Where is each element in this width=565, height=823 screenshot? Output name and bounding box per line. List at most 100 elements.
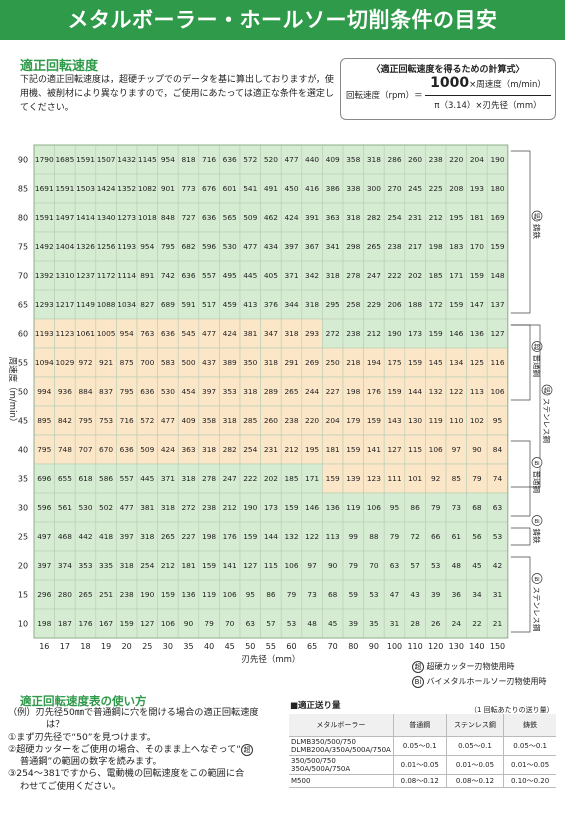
cell-value: 147 (470, 300, 484, 309)
cell-value: 1029 (55, 358, 74, 367)
cell-value: 34 (472, 590, 482, 599)
diameter-label: 35 (183, 642, 193, 651)
cell-value: 202 (408, 271, 422, 280)
cell-value: 442 (78, 532, 92, 541)
cell-value: 116 (490, 358, 504, 367)
cell-value: 181 (326, 445, 340, 454)
cell-value: 318 (243, 387, 257, 396)
cell-value: 827 (140, 300, 154, 309)
cell-value: 318 (284, 329, 298, 338)
cell-value: 495 (223, 271, 237, 280)
cell-value: 386 (326, 184, 340, 193)
cell-value: 1018 (138, 213, 157, 222)
cell-value: 748 (58, 445, 72, 454)
cell-value: 159 (449, 300, 463, 309)
cell-value: 176 (367, 387, 381, 396)
cell-value: 258 (346, 300, 360, 309)
bracket-label: ステンレス鋼 (532, 587, 542, 632)
diameter-label: 80 (348, 642, 358, 651)
speed-label: 10 (18, 619, 28, 628)
cell-value: 146 (305, 503, 319, 512)
feed-header: ステンレス鋼 (445, 714, 504, 737)
cell-value: 286 (387, 155, 401, 164)
cell-value: 229 (367, 300, 381, 309)
cell-value: 159 (120, 619, 134, 628)
legend-carbide: 超 超硬カッター刃物使用時 (412, 661, 515, 673)
cell-value: 130 (408, 416, 422, 425)
cell-value: 1492 (35, 242, 54, 251)
cell-value: 1432 (117, 155, 136, 164)
cell-value: 141 (223, 561, 237, 570)
formula-box: 〈適正回転速度を得るための計算式〉 回転速度（rpm）＝ 1000×周速度（m/… (340, 58, 556, 120)
cell-value: 265 (284, 387, 298, 396)
cell-value: 445 (140, 474, 154, 483)
x-axis-label: 刃先径（mm） (241, 654, 300, 665)
cell-value: 159 (490, 242, 504, 251)
speed-label: 75 (18, 242, 28, 251)
howto-line-4: ②超硬カッターをご使用の場合、そのまま上へなぞって“ 超 (8, 743, 283, 756)
cell-value: 169 (490, 213, 504, 222)
cell-value: 318 (367, 155, 381, 164)
cell-value: 509 (140, 445, 154, 454)
cell-value: 70 (369, 561, 379, 570)
cell-value: 188 (408, 300, 422, 309)
diameter-label: 45 (225, 642, 235, 651)
cell-value: 53 (369, 590, 379, 599)
cell-value: 636 (140, 387, 154, 396)
carbide-mark: 超 (241, 743, 254, 756)
feed-header: メタルボーラー (289, 714, 394, 737)
cell-value: 106 (284, 561, 298, 570)
cell-value: 371 (161, 474, 175, 483)
cell-value: 132 (284, 532, 298, 541)
cell-value: 113 (326, 532, 340, 541)
cell-value: 636 (223, 155, 237, 164)
cell-value: 1790 (35, 155, 54, 164)
cell-value: 318 (264, 358, 278, 367)
cell-value: 954 (161, 155, 175, 164)
cell-value: 132 (429, 387, 443, 396)
diameter-label: 70 (328, 642, 338, 651)
cell-value: 1094 (35, 358, 54, 367)
cell-value: 79 (204, 619, 214, 628)
feed-header: 普通鋼 (392, 714, 447, 737)
bracket-line (510, 324, 541, 488)
cell-value: 195 (449, 213, 463, 222)
cell-value: 363 (326, 213, 340, 222)
cell-value: 269 (305, 358, 319, 367)
howto-heading: 適正回転速度表の使い方 (20, 694, 147, 708)
cell-value: 318 (305, 300, 319, 309)
feed-value: 0.01～0.05 (392, 755, 447, 775)
cell-value: 416 (305, 184, 319, 193)
cell-value: 591 (181, 300, 195, 309)
cell-value: 95 (246, 590, 256, 599)
cell-value: 445 (243, 271, 257, 280)
cell-value: 545 (181, 329, 195, 338)
cell-value: 45 (328, 619, 338, 628)
cell-value: 222 (243, 474, 257, 483)
cell-value: 596 (37, 503, 51, 512)
cell-value: 763 (140, 329, 154, 338)
cell-value: 227 (181, 532, 195, 541)
diameter-label: 100 (387, 642, 402, 651)
cell-value: 68 (472, 503, 482, 512)
cell-value: 389 (223, 358, 237, 367)
cell-value: 1392 (35, 271, 54, 280)
cell-value: 106 (490, 387, 504, 396)
formula-denominator: π（3.14）×刃先径（mm） (434, 101, 542, 111)
cell-value: 282 (223, 445, 237, 454)
cell-value: 1082 (138, 184, 157, 193)
cell-value: 115 (264, 561, 278, 570)
cell-value: 477 (120, 503, 134, 512)
cell-value: 424 (223, 329, 237, 338)
feed-table: メタルボーラー 普通鋼 ステンレス鋼 鋳鉄 DLMB350/500/750 DLM… (289, 714, 556, 788)
cell-value: 296 (37, 590, 51, 599)
cell-value: 318 (140, 532, 154, 541)
cell-value: 195 (305, 445, 319, 454)
cell-value: 696 (37, 474, 51, 483)
speed-label: 70 (18, 271, 28, 280)
cell-value: 173 (264, 503, 278, 512)
cell-value: 353 (78, 561, 92, 570)
cell-value: 254 (243, 445, 257, 454)
cell-value: 127 (140, 619, 154, 628)
cell-value: 206 (387, 300, 401, 309)
